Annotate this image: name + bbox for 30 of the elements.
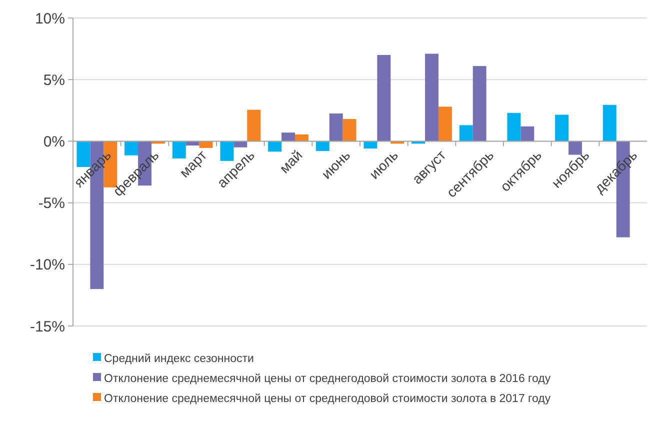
bar [425,54,438,142]
y-tick-label: -10% [30,256,65,274]
bar [472,66,486,142]
bar [459,125,473,142]
bar [186,141,200,146]
bar [602,104,616,142]
bar [377,54,391,142]
bar [520,126,534,142]
legend-label: Средний индекс сезонности [104,353,254,366]
legend-label: Отклонение среднемесячной цены от среднегодовой стоимости золота в 2016 году [104,373,551,386]
bar [507,112,521,142]
bar [342,119,356,142]
y-tick-label: -15% [30,318,65,336]
bar [555,114,569,142]
bar [316,141,330,152]
bar [568,141,582,155]
bar [329,113,343,142]
y-tick-label: -5% [38,195,65,212]
bar [247,110,261,142]
y-tick-label: 10% [34,10,65,28]
bar [268,141,282,152]
bar [199,141,213,148]
y-tick-label: 0% [43,133,65,150]
bar [438,106,452,142]
bar [234,141,248,148]
bar [124,141,138,156]
legend-label: Отклонение среднемесячной цены от среднегодовой стоимости золота в 2017 году [104,393,551,406]
bar [282,132,295,142]
bar [364,141,378,149]
y-tick-label: 5% [43,72,65,89]
